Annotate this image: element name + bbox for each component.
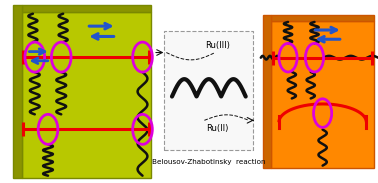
Text: Belousov-Zhabotinsky  reaction: Belousov-Zhabotinsky reaction: [152, 159, 266, 165]
FancyBboxPatch shape: [13, 5, 22, 178]
FancyBboxPatch shape: [271, 15, 374, 21]
Text: Ru(II): Ru(II): [206, 124, 229, 133]
FancyBboxPatch shape: [22, 5, 151, 12]
FancyBboxPatch shape: [22, 12, 151, 178]
FancyBboxPatch shape: [263, 15, 271, 168]
Text: Ru(III): Ru(III): [205, 41, 230, 50]
FancyBboxPatch shape: [271, 21, 374, 168]
FancyBboxPatch shape: [164, 31, 253, 150]
